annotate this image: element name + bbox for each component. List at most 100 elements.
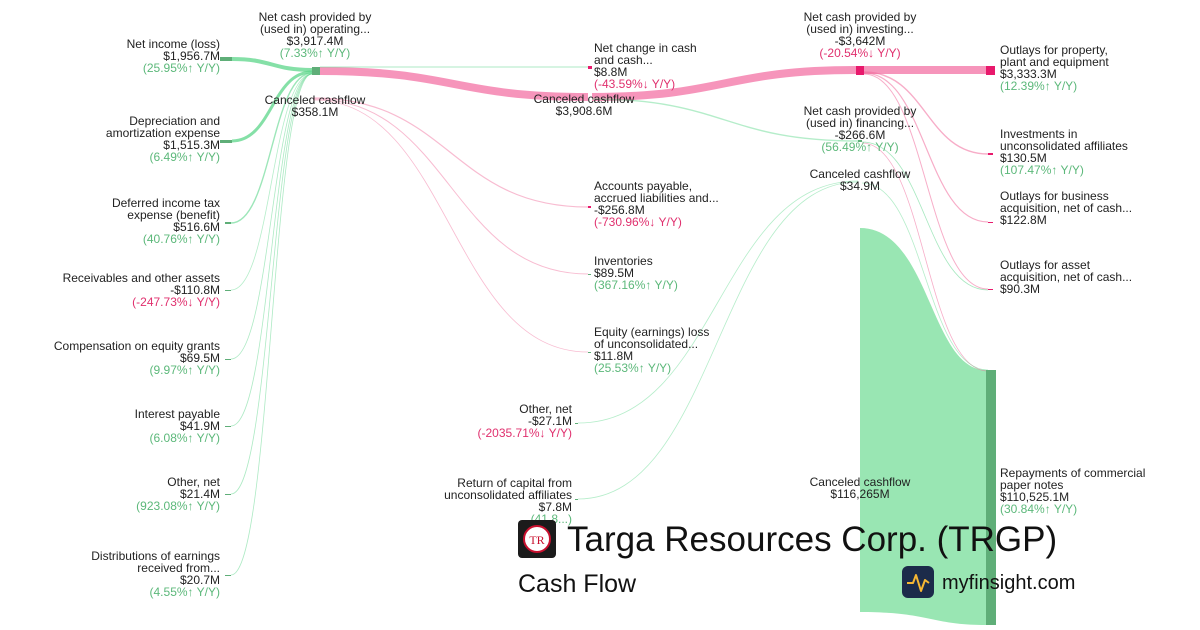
node-other-net-mid (575, 423, 578, 424)
node-repayments-cp (986, 370, 996, 625)
label-canceled-1: Canceled cashflow$358.1M (265, 93, 366, 119)
label-canceled-3-line-1: Canceled cashflow (810, 167, 911, 181)
label-comp-equity-value: $69.5M (180, 351, 220, 365)
link-distributions (230, 73, 313, 576)
label-investing: Net cash provided by(used in) investing.… (804, 10, 917, 60)
label-receivables-line-1: Receivables and other assets (63, 271, 220, 285)
label-operating-value: $3,917.4M (287, 34, 344, 48)
label-operating-line-1: Net cash provided by (259, 10, 372, 24)
label-deferred-tax-value: $516.6M (173, 220, 220, 234)
link-dep-amort (231, 70, 313, 143)
label-repayments-cp-line-1: Repayments of commercial (1000, 466, 1145, 480)
label-invest-affiliates-line-1: Investments in (1000, 127, 1077, 141)
label-return-capital-line-2: unconsolidated affiliates (444, 488, 572, 502)
label-outlays-ppe-line-2: plant and equipment (1000, 55, 1109, 69)
label-accounts-payable-value: -$256.8M (594, 203, 645, 217)
link-business (863, 72, 989, 223)
label-repayments-cp-yoy: (30.84%↑ Y/Y) (1000, 502, 1077, 516)
label-outlays-ppe-yoy: (12.39%↑ Y/Y) (1000, 79, 1077, 93)
label-business-acq-line-2: acquisition, net of cash... (1000, 201, 1132, 215)
node-interest-payable (225, 426, 231, 427)
link-net-income (231, 57, 313, 72)
label-interest-payable-value: $41.9M (180, 419, 220, 433)
label-net-income-line-1: Net income (loss) (127, 37, 220, 51)
label-return-capital-value: $7.8M (539, 500, 572, 514)
label-receivables-value: -$110.8M (170, 283, 220, 297)
link-interest-payable (230, 73, 313, 427)
label-other-net-mid-line-1: Other, net (519, 402, 572, 416)
label-accounts-payable-line-2: accrued liabilities and... (594, 191, 719, 205)
label-canceled-1-value: $358.1M (292, 105, 339, 119)
label-invest-affiliates-value: $130.5M (1000, 151, 1047, 165)
label-other-net-left: Other, net$21.4M(923.08%↑ Y/Y) (136, 475, 220, 513)
label-invest-affiliates-yoy: (107.47%↑ Y/Y) (1000, 163, 1084, 177)
label-accounts-payable: Accounts payable,accrued liabilities and… (594, 179, 719, 229)
branding: TR Targa Resources Corp. (TRGP) Cash Flow m… (518, 520, 1075, 598)
label-distributions-yoy: (4.55%↑ Y/Y) (150, 585, 220, 599)
chart-subtitle: Cash Flow (518, 570, 637, 598)
label-equity-loss-line-2: of unconsolidated... (594, 337, 698, 351)
label-other-net-mid-yoy: (-2035.71%↓ Y/Y) (478, 426, 573, 440)
link-canceled-2 (591, 66, 857, 101)
label-canceled-1-line-1: Canceled cashflow (265, 93, 366, 107)
link-asset (863, 73, 989, 290)
link-canceled-4-to-repayments-cp (860, 228, 986, 625)
node-comp-equity (225, 359, 231, 360)
node-dep-amort (220, 140, 232, 143)
label-canceled-3: Canceled cashflow$34.9M (810, 167, 911, 193)
label-operating-line-2: (used in) operating... (260, 22, 370, 36)
node-other-net-left (225, 494, 231, 495)
node-accounts-payable (588, 206, 591, 208)
label-financing-yoy: (56.49%↑ Y/Y) (821, 140, 898, 154)
company-logo-text: TR (529, 533, 544, 547)
link-receivables (230, 73, 313, 291)
label-canceled-4-value: $116,265M (830, 487, 889, 501)
label-comp-equity-yoy: (9.97%↑ Y/Y) (150, 363, 220, 377)
node-net-change (588, 66, 592, 69)
label-equity-loss-line-1: Equity (earnings) loss (594, 325, 709, 339)
node-deferred-tax (225, 222, 231, 224)
label-distributions-value: $20.7M (180, 573, 220, 587)
label-inventories-yoy: (367.16%↑ Y/Y) (594, 278, 678, 292)
label-repayments-cp-value: $110,525.1M (1000, 490, 1069, 504)
label-asset-acq-line-2: acquisition, net of cash... (1000, 270, 1132, 284)
label-receivables-yoy: (-247.73%↓ Y/Y) (132, 295, 220, 309)
label-financing: Net cash provided by(used in) financing.… (804, 104, 917, 154)
label-equity-loss-value: $11.8M (594, 349, 633, 363)
label-operating: Net cash provided by(used in) operating.… (259, 10, 372, 60)
label-accounts-payable-line-1: Accounts payable, (594, 179, 692, 193)
link-accounts-payable (312, 97, 589, 208)
label-interest-payable: Interest payable$41.9M(6.08%↑ Y/Y) (135, 407, 221, 445)
link-other-net-left (230, 73, 313, 495)
link-comp-equity (230, 73, 313, 360)
label-deferred-tax-yoy: (40.76%↑ Y/Y) (143, 232, 220, 246)
label-net-change-line-2: and cash... (594, 53, 653, 67)
label-comp-equity-line-1: Compensation on equity grants (54, 339, 220, 353)
label-canceled-2: Canceled cashflow$3,908.6M (534, 92, 635, 118)
label-dep-amort-line-2: amortization expense (106, 126, 220, 140)
sankey-labels: Net income (loss)$1,956.7M(25.95%↑ Y/Y) D… (54, 10, 1146, 599)
label-net-change-value: $8.8M (594, 65, 627, 79)
node-asset-acq (988, 289, 993, 290)
label-other-net-left-yoy: (923.08%↑ Y/Y) (136, 499, 220, 513)
label-deferred-tax-line-1: Deferred income tax (112, 196, 220, 210)
label-investing-line-1: Net cash provided by (804, 10, 917, 24)
link-return-cap (577, 181, 859, 500)
label-return-capital-line-1: Return of capital from (457, 476, 572, 490)
node-distributions (225, 575, 231, 576)
node-business-acq (988, 222, 993, 223)
link-fin-link (591, 98, 859, 142)
sankey-nodes (220, 57, 996, 625)
label-other-net-mid-value: -$27.1M (528, 414, 572, 428)
node-outlays-ppe (986, 66, 995, 75)
label-inventories-value: $89.5M (594, 266, 634, 280)
